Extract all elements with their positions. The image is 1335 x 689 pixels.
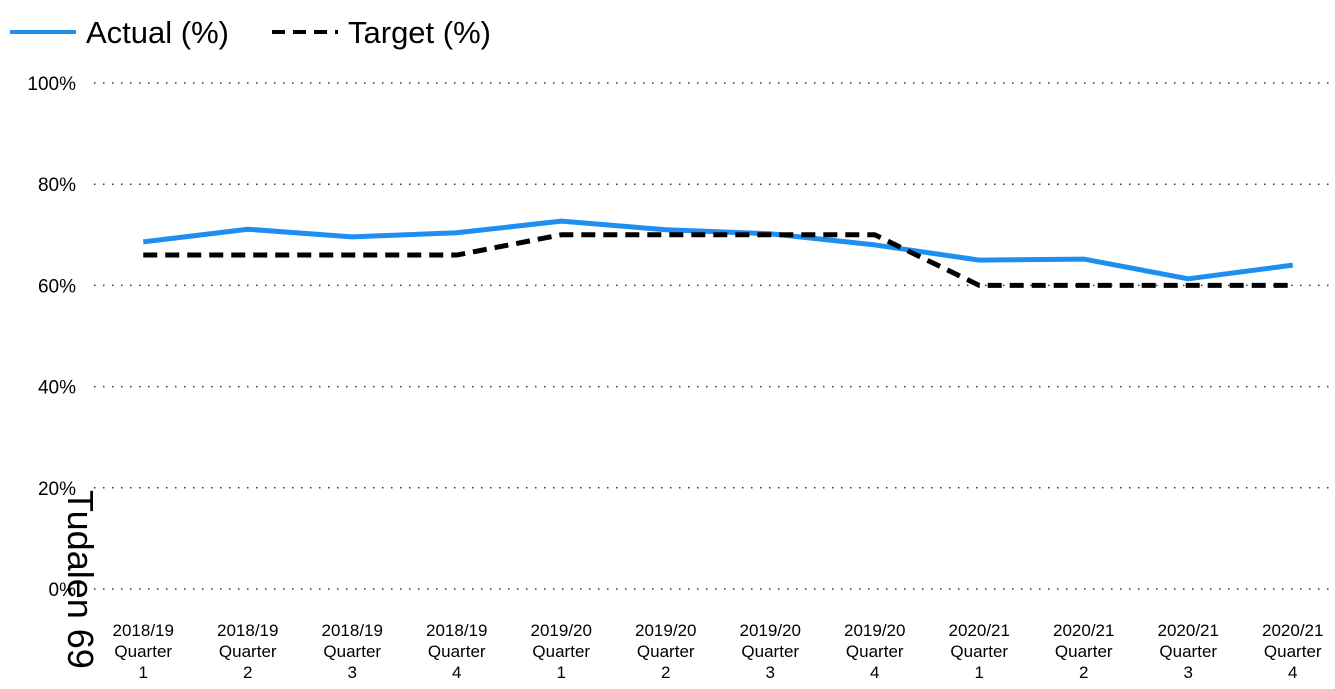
legend-label: Target (%) <box>348 15 491 50</box>
series-line <box>142 218 1294 282</box>
x-tick-label: 2020/21 Quarter 3 <box>1158 621 1219 682</box>
page-annotation: Tudalen 69 <box>60 490 101 669</box>
x-tick-label: 2020/21 Quarter 1 <box>949 621 1010 682</box>
y-tick-label: 20% <box>38 479 76 500</box>
x-tick-label: 2019/20 Quarter 3 <box>740 621 801 682</box>
legend-label: Actual (%) <box>86 15 229 50</box>
y-tick-label: 100% <box>27 74 76 95</box>
y-tick-label: 60% <box>38 276 76 297</box>
x-tick-label: 2018/19 Quarter 3 <box>322 621 383 682</box>
x-tick-label: 2020/21 Quarter 2 <box>1053 621 1114 682</box>
x-tick-label: 2018/19 Quarter 2 <box>217 621 278 682</box>
x-tick-label: 2018/19 Quarter 4 <box>426 621 487 682</box>
y-tick-label: 40% <box>38 378 76 399</box>
y-tick-label: 0% <box>49 580 77 601</box>
x-tick-label: 2020/21 Quarter 4 <box>1262 621 1323 682</box>
series-line <box>143 232 1293 288</box>
x-tick-label: 2018/19 Quarter 1 <box>113 621 174 682</box>
x-tick-label: 2019/20 Quarter 4 <box>844 621 905 682</box>
y-tick-label: 80% <box>38 175 76 196</box>
x-tick-label: 2019/20 Quarter 2 <box>635 621 696 682</box>
x-tick-label: 2019/20 Quarter 1 <box>531 621 592 682</box>
